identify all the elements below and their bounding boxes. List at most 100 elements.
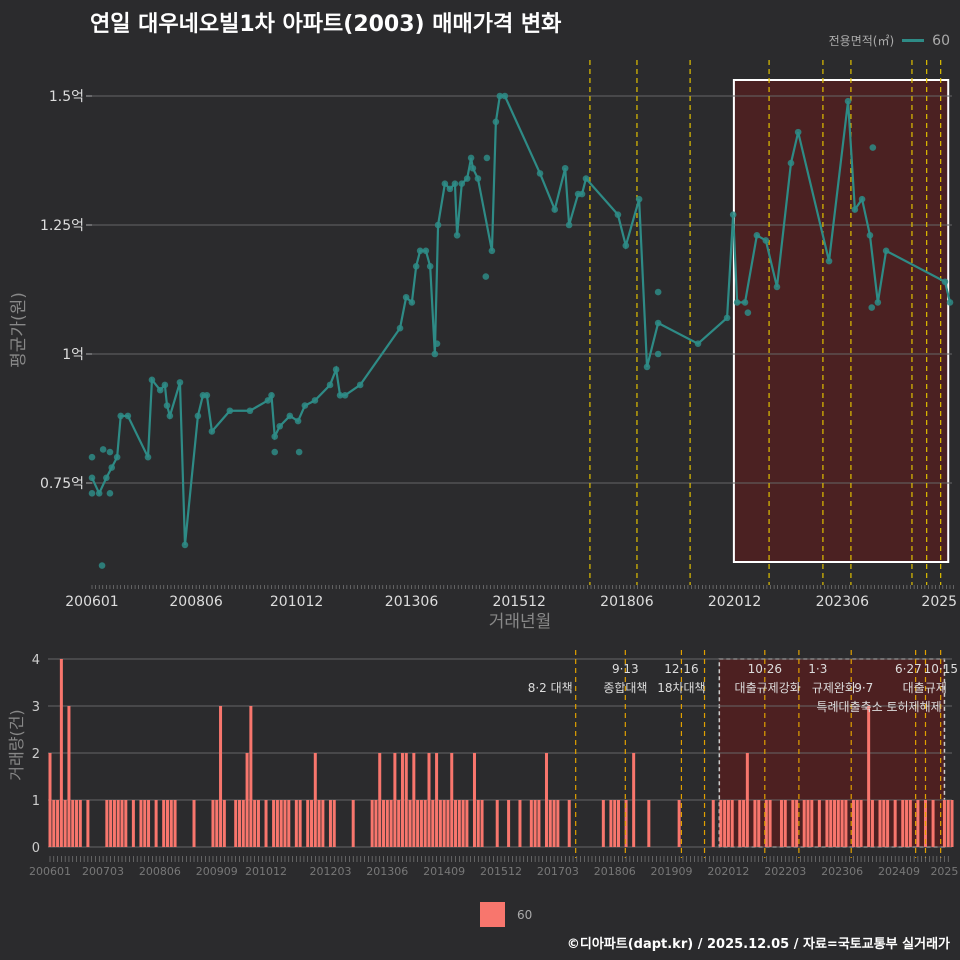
x-tick-label: 2025 xyxy=(921,594,957,610)
legend-label: 60 xyxy=(517,907,533,922)
price-point xyxy=(451,180,459,188)
volume-bar xyxy=(131,800,135,847)
price-point xyxy=(551,206,559,213)
price-point xyxy=(88,490,96,497)
volume-bar xyxy=(802,800,806,847)
volume-bar xyxy=(829,800,833,847)
y-tick-label: 0.75억 xyxy=(40,476,84,492)
volume-bar xyxy=(908,800,912,847)
volume-bar xyxy=(109,800,113,847)
volume-bar xyxy=(601,800,605,847)
volume-bar xyxy=(518,800,522,847)
legend-title: 전용면적(㎡) xyxy=(828,34,895,48)
y-axis-title: 평균가(원) xyxy=(9,292,29,368)
volume-bar xyxy=(222,800,226,847)
volume-bar xyxy=(211,800,215,847)
policy-annotation: 12·16 xyxy=(664,662,698,676)
price-point xyxy=(117,412,125,420)
volume-bar xyxy=(882,800,886,847)
volume-bar xyxy=(116,800,120,847)
volume-bar xyxy=(215,800,219,847)
volume-bar xyxy=(56,800,60,847)
x-tick-label: 202012 xyxy=(708,594,761,610)
volume-bar xyxy=(905,800,909,847)
x-tick-label: 201806 xyxy=(594,865,636,878)
price-point xyxy=(753,232,761,239)
price-point xyxy=(561,164,569,172)
volume-bar xyxy=(450,753,454,847)
price-point xyxy=(106,448,114,456)
y-tick-label: 2 xyxy=(32,747,40,762)
price-point xyxy=(496,92,504,100)
volume-bar xyxy=(870,800,874,847)
volume-bar xyxy=(454,800,458,847)
price-point xyxy=(483,154,491,162)
price-point xyxy=(787,159,795,167)
volume-bar xyxy=(916,800,920,847)
volume-bar xyxy=(723,800,727,847)
volume-bar xyxy=(768,800,772,847)
volume-bar xyxy=(139,800,143,847)
volume-bar xyxy=(529,800,533,847)
volume-bar xyxy=(71,800,75,847)
price-point xyxy=(226,407,234,415)
x-tick-label: 202203 xyxy=(764,865,806,878)
price-point xyxy=(565,221,573,229)
policy-annotation: 9·13 xyxy=(612,662,639,676)
volume-bar xyxy=(404,753,408,847)
price-point xyxy=(402,293,410,301)
legend-bar-swatch xyxy=(480,902,505,927)
volume-bar xyxy=(745,753,749,847)
volume-bar xyxy=(901,800,905,847)
price-point xyxy=(301,402,309,409)
price-point xyxy=(482,273,490,280)
price-point xyxy=(694,340,702,347)
volume-bar xyxy=(461,800,465,847)
price-point xyxy=(578,190,586,198)
volume-bar xyxy=(851,800,855,847)
volume-bar xyxy=(435,753,439,847)
price-point xyxy=(422,247,430,255)
x-tick-label: 2025 xyxy=(930,865,958,878)
volume-bar xyxy=(245,753,249,847)
price-point xyxy=(103,474,110,482)
price-point xyxy=(396,324,404,332)
price-point xyxy=(268,391,275,399)
footer-credit: ©디아파트(dapt.kr) / 2025.12.05 / 자료=국토교통부 실… xyxy=(566,937,950,952)
volume-bar xyxy=(419,800,423,847)
price-point xyxy=(426,262,434,270)
volume-bar xyxy=(446,800,450,847)
volume-bar xyxy=(613,800,617,847)
volume-bar xyxy=(105,800,109,847)
price-point xyxy=(95,490,103,497)
price-point xyxy=(144,453,152,461)
chart-title: 연일 대우네오빌1차 아파트(2003) 매매가격 변화 xyxy=(90,12,562,37)
price-point xyxy=(208,428,216,435)
price-point xyxy=(723,314,731,322)
volume-bar xyxy=(742,800,746,847)
x-tick-label: 201909 xyxy=(651,865,693,878)
price-point xyxy=(488,247,496,255)
volume-bar xyxy=(173,800,177,847)
volume-bar xyxy=(59,659,63,847)
volume-bar xyxy=(393,753,397,847)
price-point xyxy=(844,97,852,105)
price-point xyxy=(295,448,303,456)
volume-bar xyxy=(154,800,158,847)
price-point xyxy=(113,453,121,461)
x-axis-title: 거래년월 xyxy=(489,612,552,632)
price-point xyxy=(467,154,475,162)
price-point xyxy=(88,453,96,461)
x-tick-label: 200601 xyxy=(29,865,71,878)
volume-bar xyxy=(783,800,787,847)
volume-bar xyxy=(844,800,848,847)
price-point xyxy=(536,170,544,177)
price-point xyxy=(946,299,954,306)
volume-bar xyxy=(893,800,897,847)
policy-annotation: 대출규제 xyxy=(903,681,947,695)
volume-bar xyxy=(279,800,283,847)
volume-bar xyxy=(162,800,166,847)
volume-bar xyxy=(548,800,552,847)
volume-bar xyxy=(165,800,169,847)
volume-bar xyxy=(370,800,374,847)
